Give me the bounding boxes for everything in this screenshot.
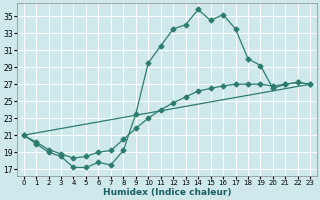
- X-axis label: Humidex (Indice chaleur): Humidex (Indice chaleur): [103, 188, 231, 197]
